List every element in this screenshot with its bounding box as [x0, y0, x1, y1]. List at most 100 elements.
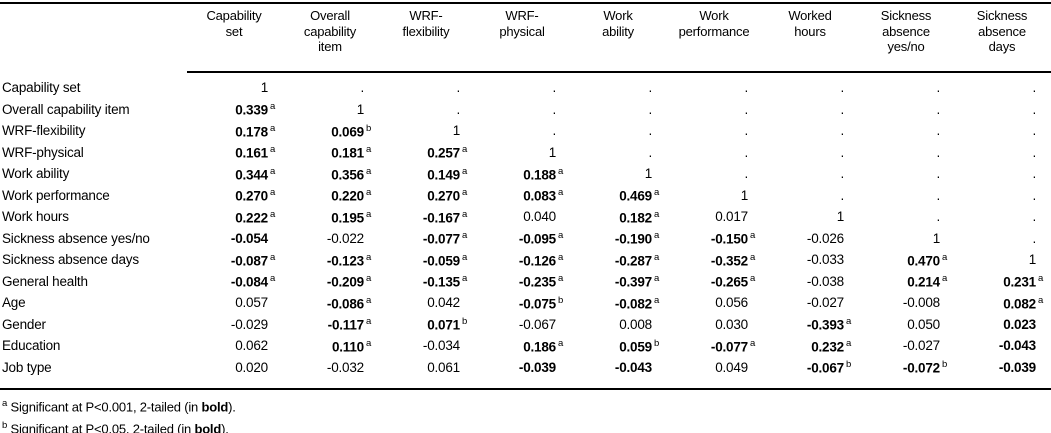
table-cell: -0.067: [474, 317, 570, 332]
significance-marker: a: [654, 187, 660, 198]
correlation-value: -0.043: [614, 359, 652, 375]
correlation-value: -0.095: [518, 231, 556, 247]
correlation-value: .: [840, 187, 844, 203]
table-cell: .: [858, 188, 954, 203]
table-cell: -0.352 a: [666, 252, 762, 269]
correlation-value: 0.040: [523, 209, 556, 225]
significance-marker: a: [1038, 294, 1044, 306]
table-cell: -0.039: [954, 360, 1050, 375]
correlation-value: 0.339: [235, 102, 268, 118]
footnotes: a Significant at P<0.001, 2-tailed (in b…: [2, 394, 236, 433]
table-row: Work hours 0.222 a 0.195 a -0.167 a 0.040 0.182 a…: [0, 206, 1051, 228]
table-cell: -0.054: [186, 231, 282, 246]
significance-marker: a: [654, 208, 660, 220]
table-cell: 0.082 a: [954, 295, 1050, 312]
table-cell: -0.032: [282, 360, 378, 375]
footnote-b-text: Significant at P<0.05, 2-tailed (in: [7, 421, 195, 433]
table-cell: 0.195 a: [282, 209, 378, 226]
top-rule: [0, 2, 1051, 4]
significance-marker: a: [366, 251, 372, 263]
table-cell: .: [666, 80, 762, 95]
table-cell: .: [570, 145, 666, 160]
row-label: Capability set: [2, 80, 81, 96]
table-cell: .: [954, 209, 1050, 224]
table-cell: -0.087 a: [186, 252, 282, 269]
table-row: Overall capability item 0.339 a 1.......: [0, 99, 1051, 121]
correlation-value: -0.265: [710, 274, 748, 290]
table-cell: -0.235 a: [474, 273, 570, 290]
footnote-a-text: Significant at P<0.001, 2-tailed (in: [7, 399, 202, 415]
table-cell: 0.470 a: [858, 252, 954, 269]
correlation-value: .: [1032, 230, 1036, 246]
correlation-value: 0.270: [427, 188, 460, 204]
correlation-value: 0.356: [331, 167, 364, 182]
table-cell: -0.038: [762, 274, 858, 289]
table-cell: 0.008: [570, 317, 666, 332]
correlation-value: .: [1032, 101, 1036, 117]
correlation-value: .: [1032, 187, 1036, 203]
table-cell: -0.393 a: [762, 316, 858, 333]
table-cell: 0.181 a: [282, 144, 378, 161]
correlation-value: -0.034: [422, 338, 460, 354]
correlation-value: .: [936, 123, 940, 139]
table-row: Gender -0.029 -0.117 a 0.071 b -0.067 0.008 0.03…: [0, 314, 1051, 336]
correlation-value: -0.393: [806, 317, 844, 333]
row-label: Work ability: [2, 166, 70, 182]
column-header: Overall capability item: [303, 8, 357, 54]
table-cell: 0.344 a: [186, 166, 282, 183]
table-cell: -0.043: [954, 338, 1050, 353]
correlation-value: .: [936, 187, 940, 203]
correlation-value: 0.083: [523, 188, 556, 204]
correlation-value: -0.087: [230, 253, 268, 268]
table-body: Capability set 1........ Overall capabilit…: [0, 77, 1051, 378]
correlation-value: .: [456, 80, 460, 96]
correlation-value: 0.059: [619, 339, 652, 354]
correlation-value: .: [744, 123, 748, 139]
table-cell: 0.356 a: [282, 166, 378, 183]
correlation-value: 1: [452, 123, 461, 139]
table-cell: -0.027: [858, 338, 954, 353]
correlation-value: -0.039: [518, 359, 556, 375]
table-cell: -0.190 a: [570, 230, 666, 247]
correlation-value: 0.057: [235, 295, 268, 311]
correlation-value: .: [648, 144, 652, 160]
table-cell: 0.023: [954, 317, 1050, 332]
correlation-value: -0.084: [230, 274, 268, 290]
correlation-value: .: [744, 80, 748, 96]
table-cell: 0.040: [474, 209, 570, 224]
correlation-value: -0.235: [518, 274, 556, 290]
table-cell: -0.265 a: [666, 273, 762, 290]
significance-marker: a: [462, 187, 468, 198]
table-cell: 0.069 b: [282, 123, 378, 140]
table-cell: 1: [186, 80, 282, 95]
row-label: WRF-physical: [2, 144, 84, 160]
table-row: Sickness absence yes/no -0.054 -0.022 -0.07…: [0, 228, 1051, 250]
correlation-value: .: [360, 80, 364, 96]
table-cell: .: [666, 102, 762, 117]
table-cell: 0.049: [666, 360, 762, 375]
significance-marker: a: [366, 337, 372, 349]
correlation-value: -0.082: [614, 296, 652, 311]
row-label: Work hours: [2, 209, 69, 225]
correlation-value: 0.181: [331, 145, 364, 161]
table-cell: -0.095 a: [474, 230, 570, 247]
correlation-value: 0.178: [235, 124, 268, 139]
table-cell: 1: [570, 166, 666, 181]
table-cell: .: [378, 80, 474, 95]
table-cell: .: [762, 166, 858, 181]
table-cell: 1: [282, 102, 378, 117]
correlation-value: -0.059: [422, 253, 460, 268]
table-cell: .: [570, 80, 666, 95]
table-cell: .: [762, 188, 858, 203]
table-cell: 0.062: [186, 338, 282, 353]
correlation-value: -0.126: [518, 253, 556, 268]
table-cell: -0.043: [570, 360, 666, 375]
correlation-value: -0.027: [806, 295, 844, 311]
significance-marker: a: [366, 144, 372, 155]
header-rule: [187, 71, 1051, 73]
significance-marker: a: [750, 230, 756, 241]
significance-marker: a: [750, 251, 756, 263]
significance-marker: a: [558, 337, 564, 349]
significance-marker: a: [462, 208, 468, 220]
